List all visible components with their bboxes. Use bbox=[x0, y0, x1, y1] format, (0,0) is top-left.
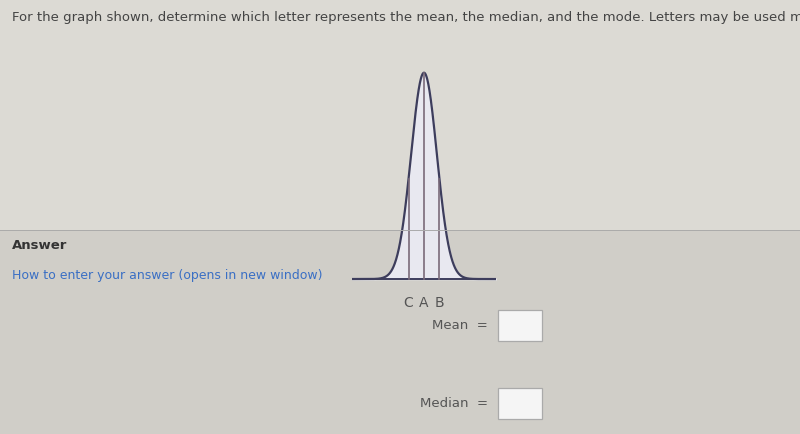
Text: How to enter your answer (opens in new window): How to enter your answer (opens in new w… bbox=[12, 269, 322, 282]
Text: B: B bbox=[434, 296, 444, 309]
Text: For the graph shown, determine which letter represents the mean, the median, and: For the graph shown, determine which let… bbox=[12, 11, 800, 24]
Text: Mean  =: Mean = bbox=[432, 319, 488, 332]
Text: A: A bbox=[419, 296, 429, 309]
Text: C: C bbox=[404, 296, 414, 309]
Text: Median  =: Median = bbox=[420, 397, 488, 410]
Text: Answer: Answer bbox=[12, 239, 67, 252]
